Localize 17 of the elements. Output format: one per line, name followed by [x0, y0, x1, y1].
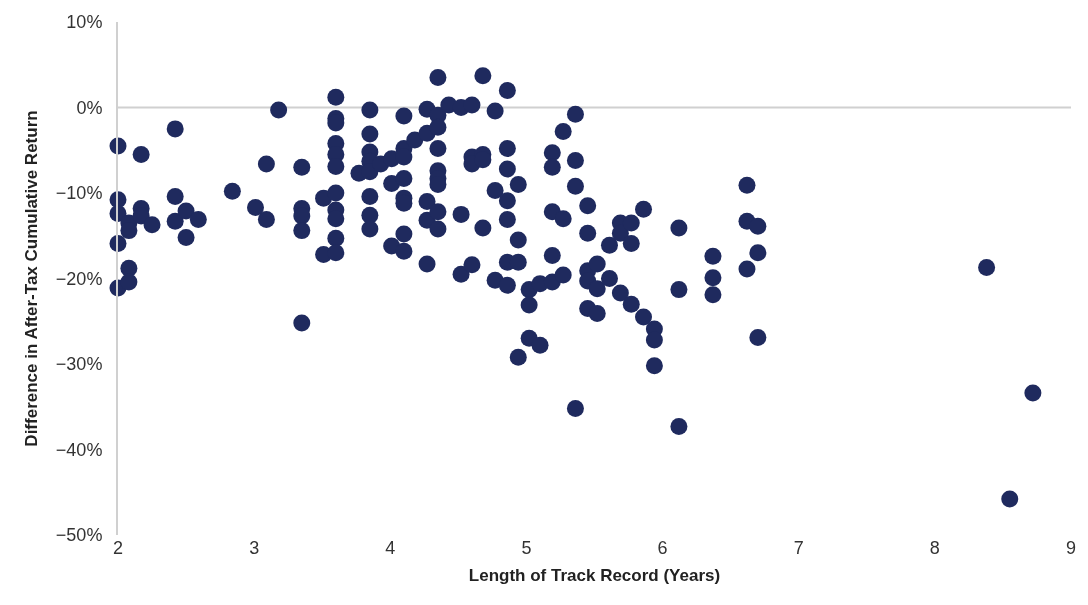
x-tick-label: 4 [385, 538, 396, 558]
x-tick-label: 9 [1065, 538, 1077, 558]
y-tick-label: −50% [55, 525, 103, 546]
y-tick-label: −30% [55, 354, 103, 375]
y-tick-label: −10% [55, 183, 103, 204]
y-tick-label: 0% [76, 97, 103, 118]
y-tick-label: −40% [55, 439, 103, 460]
x-tick-label: 7 [793, 538, 804, 558]
x-tick-label: 3 [249, 538, 260, 558]
x-axis-title: Length of Track Record (Years) [468, 566, 721, 586]
y-tick-label: 10% [66, 12, 103, 33]
y-tick-label: −20% [55, 268, 103, 289]
x-tick-label: 2 [112, 538, 124, 558]
x-tick-label: 8 [929, 538, 940, 558]
x-tick-label: 6 [657, 538, 668, 558]
x-tick-label: 5 [521, 538, 532, 558]
y-axis-title: Difference in After-Tax Cumulative Return [21, 110, 41, 447]
